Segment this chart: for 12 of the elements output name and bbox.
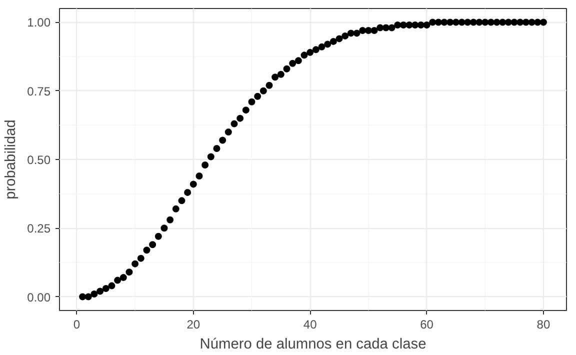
x-axis-title: Número de alumnos en cada clase xyxy=(200,336,426,352)
y-tick-label: 0.00 xyxy=(27,290,51,304)
x-tick-label: 0 xyxy=(73,318,80,332)
y-tick-label: 0.75 xyxy=(27,84,51,98)
y-axis-title: probabilidad xyxy=(3,120,20,200)
y-tick-label: 0.50 xyxy=(27,153,51,167)
x-tick-label: 80 xyxy=(536,318,550,332)
x-tick-label: 40 xyxy=(303,318,318,332)
y-tick-label: 1.00 xyxy=(27,16,51,30)
y-tick-label: 0.25 xyxy=(27,222,51,236)
x-tick-label: 20 xyxy=(186,318,200,332)
x-tick-label: 60 xyxy=(420,318,434,332)
